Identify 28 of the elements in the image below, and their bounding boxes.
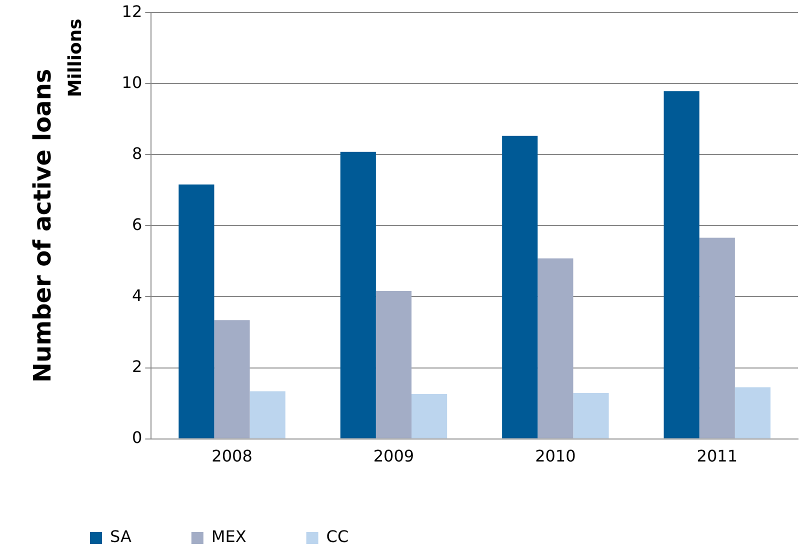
- bar: [538, 258, 574, 438]
- bar: [502, 136, 538, 438]
- bar: [734, 387, 771, 438]
- y-tick-label: 8: [132, 144, 142, 163]
- x-tick-label: 2009: [373, 446, 414, 466]
- bar: [376, 291, 412, 438]
- legend-label: MEX: [211, 527, 246, 546]
- bar: [250, 391, 286, 438]
- bar: [214, 320, 250, 438]
- bar: [573, 392, 609, 438]
- y-axis-title: Number of active loans: [28, 68, 57, 383]
- x-tick-label: 2010: [535, 446, 576, 466]
- y-tick-label: 4: [132, 286, 142, 305]
- legend-label: SA: [110, 527, 132, 546]
- text: Millions: [64, 18, 86, 98]
- legend-label: CC: [326, 527, 349, 546]
- x-tick-label: 2011: [696, 446, 738, 466]
- bar: [412, 394, 448, 438]
- y-tick-label: 2: [132, 356, 142, 376]
- y-tick-label: 12: [122, 2, 142, 21]
- bar: [699, 238, 735, 438]
- bar: [340, 152, 376, 438]
- bar: [664, 91, 700, 438]
- bar: [178, 184, 214, 438]
- y-tick-label: 10: [122, 72, 142, 92]
- y-tick-label: 6: [132, 214, 142, 234]
- y-tick-label: 0: [132, 428, 142, 447]
- x-tick-label: 2008: [212, 446, 252, 466]
